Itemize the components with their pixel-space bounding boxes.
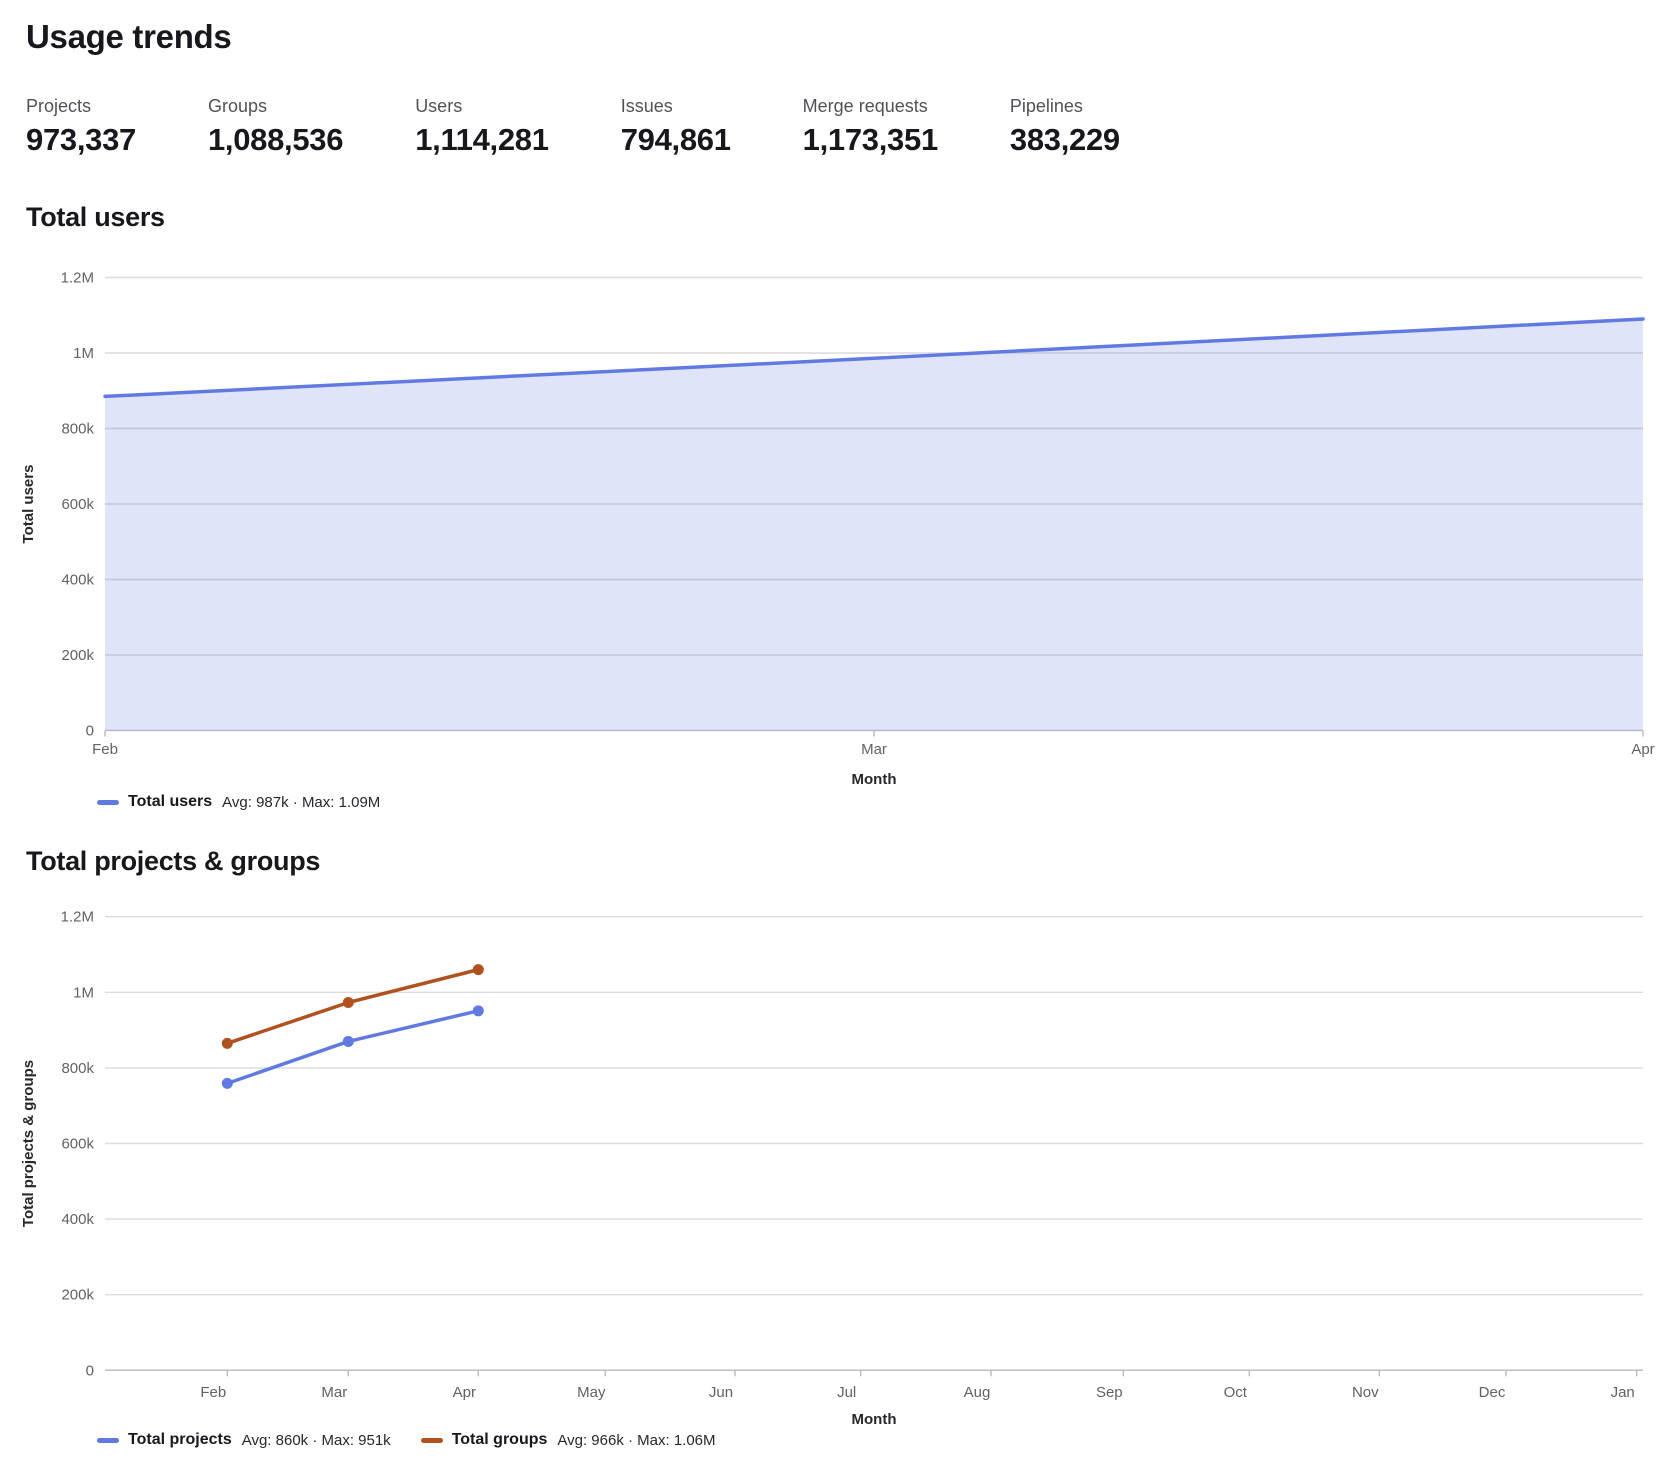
y-axis-tick-label: 800k [61,1060,94,1077]
legend-swatch-total-projects [97,1437,119,1443]
x-axis-title: Month [852,771,897,788]
stat-issues: Issues 794,861 [621,96,731,158]
legend-summary: Avg: 987k · Max: 1.09M [222,793,381,811]
data-point[interactable] [342,1035,354,1047]
x-axis-tick-label: Jun [709,1384,733,1401]
total-projects-groups-legend: Total projects Avg: 860k · Max: 951k Tot… [97,1431,746,1449]
data-point[interactable] [221,1037,233,1049]
section-title-total-users: Total users [26,202,165,232]
usage-stats-row: Projects 973,337 Groups 1,088,536 Users … [26,96,1120,158]
x-axis-tick-label: Dec [1479,1384,1506,1401]
y-axis-tick-label: 400k [61,572,94,589]
legend-item-total-users[interactable]: Total users Avg: 987k · Max: 1.09M [97,793,380,811]
stat-value: 1,088,536 [207,122,344,157]
y-axis-tick-label: 1M [73,984,94,1001]
stat-label: Issues [620,96,673,116]
y-axis-tick-label: 0 [86,723,94,740]
data-point[interactable] [472,1005,484,1017]
series-area-total-users [105,319,1643,731]
total-users-legend: Total users Avg: 987k · Max: 1.09M [97,793,410,811]
x-axis-tick-label: Sep [1096,1384,1123,1401]
y-axis-tick-label: 600k [61,496,94,513]
x-axis-title: Month [852,1411,897,1428]
legend-item-total-projects[interactable]: Total projects Avg: 860k · Max: 951k [97,1431,391,1449]
series-line-total-projects[interactable] [225,1009,481,1086]
section-title-total-projects-groups: Total projects & groups [26,846,321,876]
data-point[interactable] [472,964,484,976]
series-line-total-groups[interactable] [225,967,481,1046]
stat-projects: Projects 973,337 [26,96,136,158]
x-axis-tick-label: Apr [453,1384,476,1401]
x-axis-tick-label: May [577,1384,606,1401]
stat-value: 794,861 [620,122,731,157]
legend-summary: Avg: 860k · Max: 951k [241,1431,391,1449]
stat-label: Groups [207,96,267,116]
y-axis-title: Total users [20,465,37,544]
legend-swatch-total-groups [420,1437,443,1443]
y-axis-tick-label: 1M [73,345,94,362]
y-axis-tick-label: 200k [61,647,94,664]
x-axis-tick-label: Mar [861,741,887,758]
x-axis-tick-label: Feb [200,1384,226,1401]
y-axis-tick-label: 600k [61,1136,94,1153]
page-title: Usage trends [26,18,232,55]
stat-label: Merge requests [802,96,928,116]
legend-item-total-groups[interactable]: Total groups Avg: 966k · Max: 1.06M [420,1431,716,1449]
total-users-chart[interactable]: 0 200k 400k 600k 800k 1M 1.2M Feb Mar Apr Month Tot… [0,240,1676,793]
y-axis-tick-label: 1.2M [61,270,94,287]
stat-value: 1,114,281 [415,122,549,157]
stat-value: 383,229 [1009,122,1120,157]
stat-label: Pipelines [1009,96,1083,116]
y-axis-tick-label: 400k [61,1211,94,1228]
x-axis-tick-label: Jan [1611,1384,1635,1401]
x-axis-tick-label: Mar [321,1384,347,1401]
stat-groups: Groups 1,088,536 [207,96,344,158]
x-axis-tick-label: Oct [1224,1384,1248,1401]
x-axis-tick-label: Nov [1352,1384,1379,1401]
series-line-total-users[interactable] [103,317,1645,399]
stat-pipelines: Pipelines 383,229 [1010,96,1120,158]
x-axis-tick-label: Apr [1631,741,1654,758]
y-axis-tick-label: 0 [86,1362,94,1379]
stat-users: Users 1,114,281 [415,96,549,158]
stat-label: Users [415,96,463,116]
x-axis-tick-label: Aug [964,1384,991,1401]
legend-swatch-total-users [97,799,119,805]
legend-label: Total users [128,793,213,810]
x-axis-tick-label: Jul [837,1384,856,1401]
y-axis-title: Total projects & groups [20,1060,37,1227]
legend-label: Total projects [128,1431,232,1448]
y-axis-tick-label: 1.2M [61,909,94,926]
y-axis-tick-label: 800k [61,421,94,438]
stat-value: 1,173,351 [802,122,939,157]
legend-summary: Avg: 966k · Max: 1.06M [557,1431,716,1449]
stat-merge-requests: Merge requests 1,173,351 [802,96,939,158]
data-point[interactable] [342,997,354,1009]
stat-value: 973,337 [26,122,136,157]
legend-label: Total groups [451,1431,548,1448]
stat-label: Projects [26,96,92,116]
total-projects-groups-chart[interactable]: 0 200k 400k 600k 800k 1M 1.2M Feb Mar Apr May Jun Ju… [0,890,1676,1472]
x-axis-tick-label: Feb [92,741,118,758]
data-point[interactable] [221,1077,233,1089]
y-axis-tick-label: 200k [61,1287,94,1304]
